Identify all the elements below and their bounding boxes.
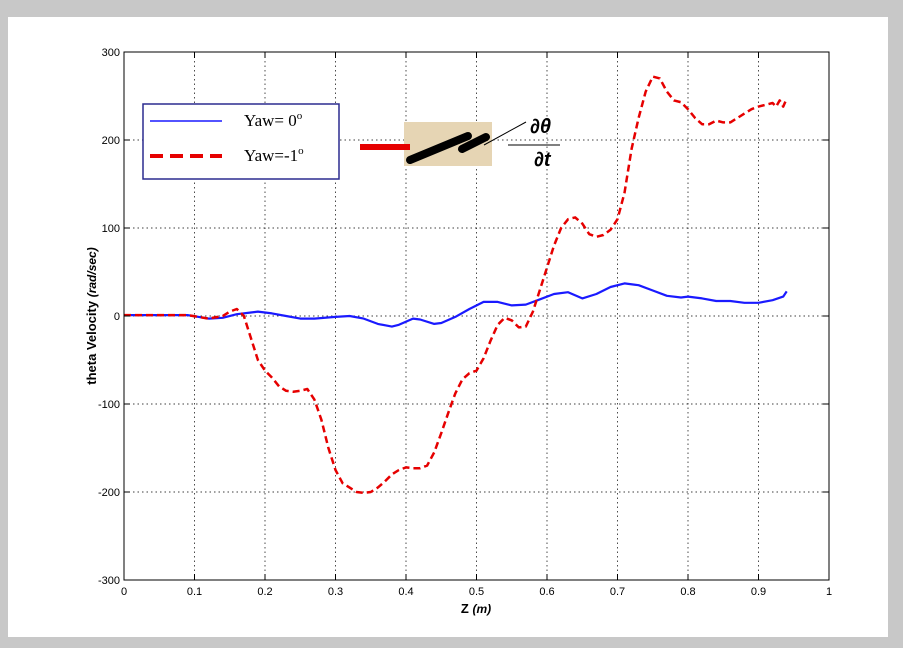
y-tick-label: -100 bbox=[98, 399, 120, 411]
y-tick-label: 300 bbox=[102, 47, 120, 59]
x-tick-label: 1 bbox=[826, 586, 832, 598]
y-tick-label: -200 bbox=[98, 487, 120, 499]
legend-label-yaw0-text: Yaw= 0 bbox=[244, 111, 297, 130]
legend-label-yaw-1-text: Yaw=-1 bbox=[244, 146, 298, 165]
x-tick-label: 0.2 bbox=[257, 586, 272, 598]
y-axis-unit: (rad/sec) bbox=[85, 247, 99, 297]
x-axis-label: Z (m) bbox=[461, 601, 491, 616]
y-tick-label: -300 bbox=[98, 575, 120, 587]
series-layer bbox=[124, 75, 788, 495]
legend-label-yaw-1-sup: o bbox=[298, 145, 304, 157]
x-axis-unit: (m) bbox=[472, 602, 491, 616]
inset-diagram: ∂θ ∂t bbox=[360, 116, 560, 171]
ticks: 0 0.1 0.2 0.3 0.4 0.5 0.6 0.7 0.8 0.9 1 -300 -200 -10… bbox=[98, 47, 832, 598]
legend-label-yaw0-sup: o bbox=[297, 110, 303, 122]
x-tick-label: 0.9 bbox=[751, 586, 766, 598]
x-tick-label: 0.3 bbox=[328, 586, 343, 598]
inset-numerator: ∂θ bbox=[530, 116, 551, 138]
series-line-yaw-1 bbox=[124, 75, 788, 495]
legend-label-yaw0: Yaw= 0o bbox=[244, 110, 303, 130]
y-tick-label: 200 bbox=[102, 135, 120, 147]
x-tick-label: 0 bbox=[121, 586, 127, 598]
legend: Yaw= 0o Yaw=-1o bbox=[142, 103, 340, 180]
inset-black-rod-1 bbox=[406, 132, 472, 164]
x-tick-label: 0.1 bbox=[187, 586, 202, 598]
y-tick-label: 100 bbox=[102, 223, 120, 235]
x-tick-label: 0.4 bbox=[398, 586, 413, 598]
y-tick-label: 0 bbox=[114, 311, 120, 323]
x-axis-label-text: Z bbox=[461, 601, 469, 616]
inset-black-rod-2 bbox=[458, 133, 490, 153]
inset-denominator: ∂t bbox=[534, 149, 552, 171]
x-tick-label: 0.7 bbox=[610, 586, 625, 598]
inset-pointer-line bbox=[483, 121, 527, 146]
x-tick-label: 0.6 bbox=[539, 586, 554, 598]
legend-box bbox=[142, 103, 340, 180]
x-tick-label: 0.5 bbox=[469, 586, 484, 598]
series-line-yaw0 bbox=[124, 282, 788, 328]
x-tick-label: 0.8 bbox=[680, 586, 695, 598]
legend-label-yaw-1: Yaw=-1o bbox=[244, 145, 304, 165]
y-axis-label-text: theta Velocity bbox=[84, 300, 99, 385]
y-axis-label: theta Velocity (rad/sec) bbox=[84, 247, 99, 384]
